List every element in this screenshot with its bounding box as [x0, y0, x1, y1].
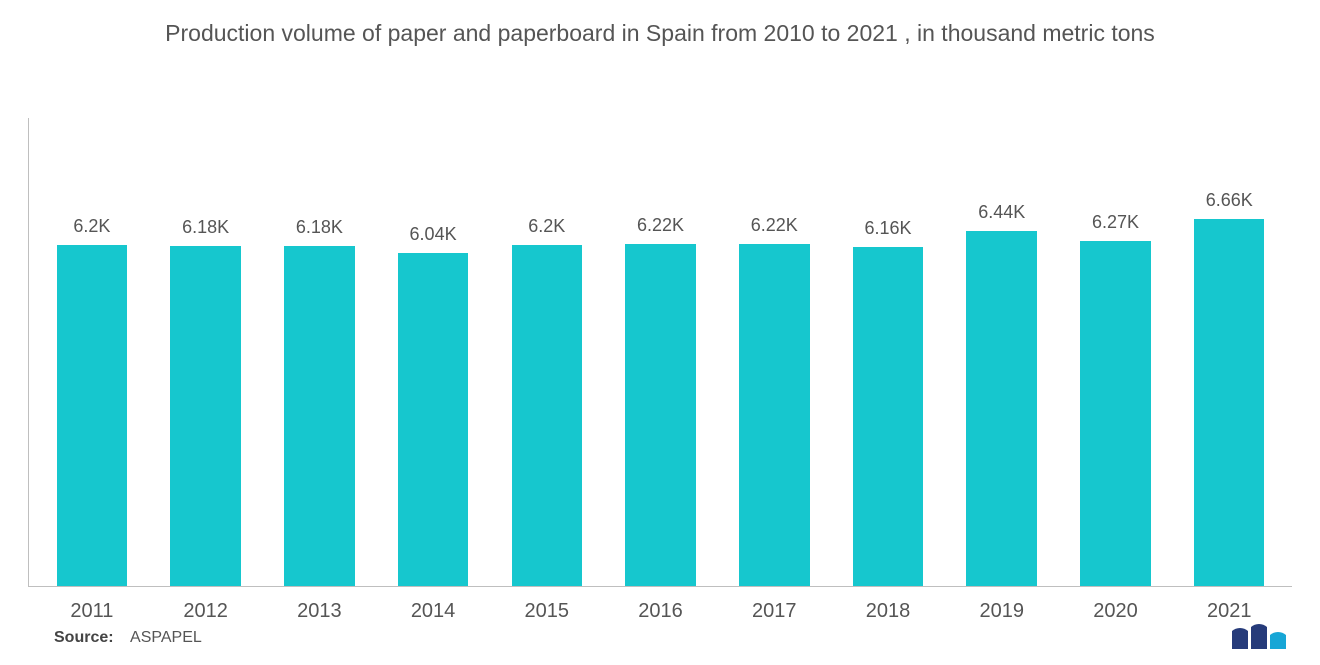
- bar-value-label: 6.27K: [1059, 212, 1173, 233]
- bar-value-label: 6.2K: [35, 216, 149, 237]
- bar-value-label: 6.18K: [149, 217, 263, 238]
- bar-column: 6.16K: [831, 118, 945, 586]
- x-axis-label: 2011: [35, 586, 149, 623]
- bar-value-label: 6.66K: [1172, 190, 1286, 211]
- bar: [57, 245, 128, 586]
- bar-column: 6.22K: [604, 118, 718, 586]
- bar: [398, 253, 469, 586]
- bar: [1194, 219, 1265, 586]
- bar: [625, 244, 696, 586]
- x-axis-label: 2012: [149, 586, 263, 623]
- x-axis-label: 2014: [376, 586, 490, 623]
- bar: [284, 246, 355, 586]
- source-value: ASPAPEL: [130, 629, 202, 646]
- chart-title: Production volume of paper and paperboar…: [60, 18, 1260, 49]
- source-label: Source:: [54, 629, 114, 646]
- source-footer: Source: ASPAPEL: [54, 629, 202, 647]
- bar-column: 6.18K: [149, 118, 263, 586]
- bar: [512, 245, 583, 586]
- x-axis-label: 2016: [604, 586, 718, 623]
- bar-column: 6.27K: [1059, 118, 1173, 586]
- x-axis-label: 2017: [717, 586, 831, 623]
- chart-plot-area: 6.2K6.18K6.18K6.04K6.2K6.22K6.22K6.16K6.…: [28, 118, 1292, 587]
- bar: [853, 247, 924, 586]
- x-axis-label: 2019: [945, 586, 1059, 623]
- x-axis-label: 2018: [831, 586, 945, 623]
- bar-column: 6.18K: [262, 118, 376, 586]
- x-axis: 2011201220132014201520162017201820192020…: [29, 586, 1292, 623]
- x-axis-label: 2015: [490, 586, 604, 623]
- bar-column: 6.66K: [1172, 118, 1286, 586]
- bar: [1080, 241, 1151, 586]
- bar: [966, 231, 1037, 586]
- bar-plot: 6.2K6.18K6.18K6.04K6.2K6.22K6.22K6.16K6.…: [29, 118, 1292, 586]
- bar-value-label: 6.16K: [831, 218, 945, 239]
- bar-value-label: 6.18K: [262, 217, 376, 238]
- bar-column: 6.22K: [717, 118, 831, 586]
- bar-value-label: 6.22K: [717, 215, 831, 236]
- x-axis-label: 2013: [262, 586, 376, 623]
- bar-column: 6.2K: [490, 118, 604, 586]
- bar-value-label: 6.2K: [490, 216, 604, 237]
- bar: [739, 244, 810, 586]
- bar-column: 6.44K: [945, 118, 1059, 586]
- x-axis-label: 2020: [1059, 586, 1173, 623]
- bar-column: 6.04K: [376, 118, 490, 586]
- bar-value-label: 6.04K: [376, 224, 490, 245]
- bar-value-label: 6.44K: [945, 202, 1059, 223]
- bar-value-label: 6.22K: [604, 215, 718, 236]
- brand-logo-icon: [1230, 617, 1290, 651]
- chart-container: Production volume of paper and paperboar…: [0, 0, 1320, 665]
- bar: [170, 246, 241, 586]
- bar-column: 6.2K: [35, 118, 149, 586]
